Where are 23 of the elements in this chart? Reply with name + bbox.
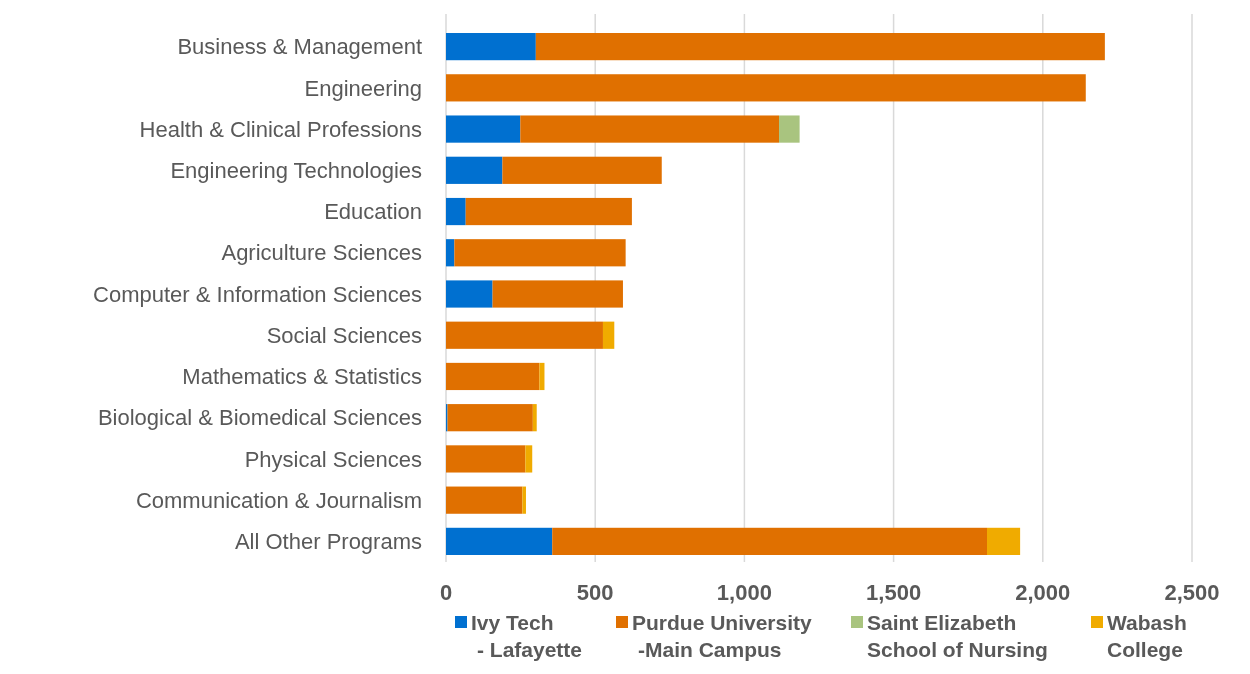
y-tick-label: Agriculture Sciences xyxy=(221,240,422,266)
y-tick-label: Mathematics & Statistics xyxy=(182,364,422,390)
legend-label: Wabash College xyxy=(1107,611,1187,661)
y-tick-label: Engineering xyxy=(304,75,422,101)
legend-label: Purdue University -Main Campus xyxy=(632,611,813,661)
x-tick-label: 1,000 xyxy=(716,580,772,605)
legend-label: Ivy Tech - Lafayette xyxy=(471,611,583,661)
y-tick-label: Social Sciences xyxy=(266,322,422,348)
x-tick-label: 2,000 xyxy=(1015,580,1071,605)
x-tick-label: 2,500 xyxy=(1164,580,1220,605)
y-tick-label: Engineering Technologies xyxy=(170,158,422,184)
y-tick-label: All Other Programs xyxy=(234,529,422,555)
x-tick-label: 1,500 xyxy=(866,580,922,605)
y-tick-label: Communication & Journalism xyxy=(135,487,422,513)
legend-label: Saint Elizabeth School of Nursing xyxy=(867,611,1048,661)
x-tick-label: 0 xyxy=(439,580,453,605)
y-tick-label: Health & Clinical Professions xyxy=(139,116,422,142)
y-tick-label: Biological & Biomedical Sciences xyxy=(97,405,422,431)
y-tick-label: Business & Management xyxy=(177,34,422,60)
y-tick-label: Education xyxy=(324,199,422,225)
x-tick-label: 500 xyxy=(576,580,614,605)
y-tick-label: Computer & Information Sciences xyxy=(93,281,422,307)
y-tick-label: Physical Sciences xyxy=(244,446,422,472)
